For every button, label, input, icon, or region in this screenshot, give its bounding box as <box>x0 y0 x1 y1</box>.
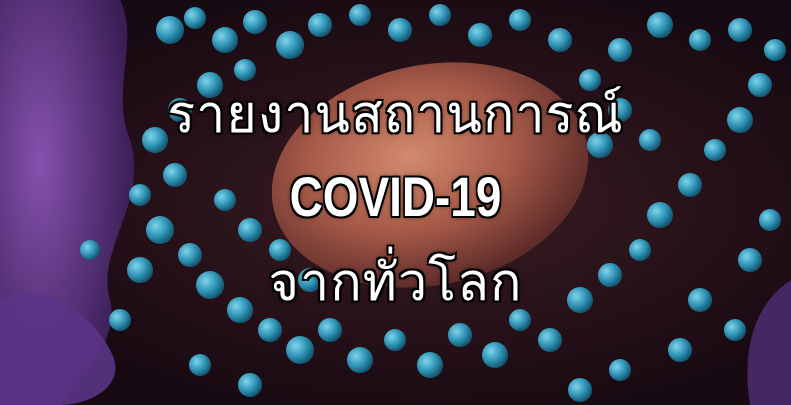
headline-worldwide: จากทั่วโลก <box>267 252 523 315</box>
headline-covid: COVID-19 <box>288 164 502 230</box>
headline-report: รายงานสถานการณ์ <box>166 84 625 147</box>
virus-particles <box>80 4 786 402</box>
infected-cell <box>271 62 589 288</box>
purple-cell-lower <box>0 293 116 405</box>
purple-cell-right <box>747 280 791 405</box>
